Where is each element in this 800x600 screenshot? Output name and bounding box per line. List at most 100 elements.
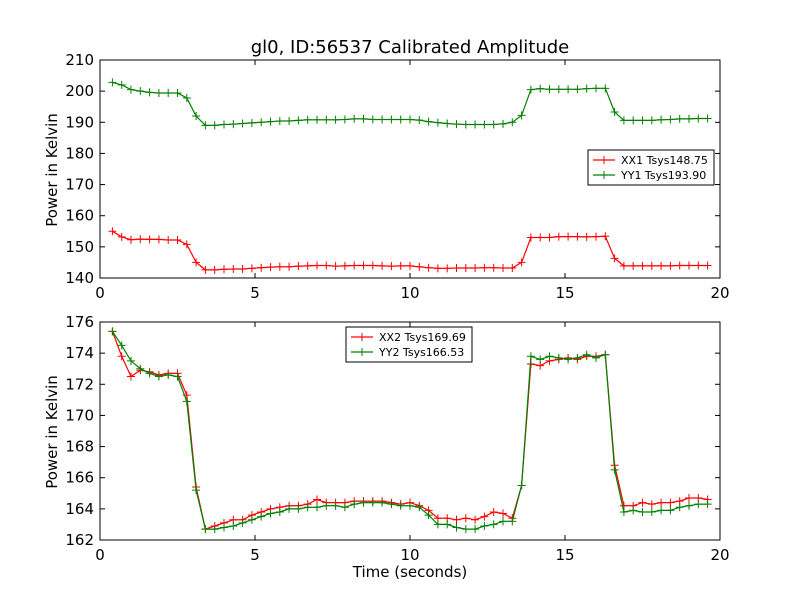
data-point: [517, 481, 526, 490]
data-point: [443, 119, 452, 128]
data-point: [406, 501, 414, 510]
data-point: [294, 116, 303, 125]
data-point: [220, 120, 228, 129]
data-point: [471, 525, 480, 534]
legend: XX1 Tsys148.75 YY1 Tsys193.90: [587, 149, 715, 186]
x-tick-label: 0: [95, 546, 105, 564]
data-point: [489, 520, 498, 529]
x-tick-label: 20: [710, 546, 729, 564]
data-point: [164, 370, 173, 379]
data-point: [703, 114, 712, 123]
y-tick-label: 180: [65, 144, 94, 162]
data-point: [592, 84, 600, 93]
data-point: [508, 118, 517, 127]
data-point: [703, 500, 712, 509]
data-point: [406, 261, 414, 270]
data-point: [136, 87, 145, 96]
y-tick-label: 166: [65, 469, 94, 487]
data-point: [610, 108, 619, 117]
data-point: [573, 353, 582, 362]
data-point: [257, 118, 266, 127]
data-point: [647, 116, 656, 125]
data-point: [285, 117, 294, 126]
data-point: [247, 515, 256, 524]
data-point: [387, 115, 396, 124]
data-point: [117, 341, 126, 350]
data-point: [517, 258, 526, 267]
data-point: [387, 500, 396, 509]
y-tick-label: 200: [65, 82, 94, 100]
data-point: [145, 88, 154, 97]
y-tick-label: 164: [65, 500, 94, 518]
x-tick-label: 0: [95, 284, 105, 302]
legend-marker: [358, 348, 366, 356]
data-point: [666, 261, 675, 270]
data-point: [108, 327, 117, 336]
legend-marker: [358, 333, 366, 341]
data-point: [331, 262, 340, 271]
data-point: [433, 118, 442, 127]
data-point: [396, 501, 405, 510]
data-point: [340, 503, 349, 512]
data-point: [666, 498, 675, 507]
data-point: [322, 115, 331, 124]
x-axis-label: Time (seconds): [352, 563, 468, 581]
data-point: [433, 264, 442, 273]
data-point: [592, 232, 600, 241]
data-point: [238, 119, 247, 128]
legend-label: XX1 Tsys148.75: [621, 154, 708, 167]
data-point: [182, 240, 191, 249]
data-point: [192, 258, 201, 267]
data-point: [387, 262, 396, 271]
data-point: [285, 262, 294, 271]
data-point: [601, 232, 610, 241]
data-point: [350, 261, 359, 270]
y-tick-label: 140: [65, 269, 94, 287]
data-point: [210, 265, 219, 274]
data-point: [136, 235, 145, 244]
data-point: [257, 512, 266, 521]
data-point: [127, 356, 135, 365]
legend: XX2 Tsys169.69 YY2 Tsys166.53: [345, 326, 473, 363]
data-point: [294, 262, 303, 271]
data-point: [554, 85, 563, 94]
y-tick-label: 176: [65, 313, 94, 331]
data-point: [526, 233, 535, 242]
data-point: [508, 264, 517, 273]
data-point: [638, 507, 647, 516]
data-point: [220, 265, 228, 274]
data-point: [415, 116, 424, 125]
legend-marker: [600, 171, 608, 179]
data-point: [573, 232, 582, 241]
data-point: [154, 372, 163, 381]
data-point: [480, 263, 489, 272]
data-point: [545, 85, 554, 94]
data-point: [629, 261, 638, 270]
data-point: [647, 507, 656, 516]
data-point: [452, 523, 461, 532]
data-point: [378, 115, 387, 124]
data-point: [229, 120, 238, 129]
data-point: [564, 85, 573, 94]
data-point: [461, 120, 470, 129]
legend-box: [587, 149, 715, 186]
data-point: [703, 261, 712, 270]
data-point: [452, 120, 461, 129]
data-point: [192, 486, 201, 495]
data-point: [201, 265, 210, 274]
data-point: [313, 115, 321, 124]
data-point: [173, 89, 182, 98]
data-point: [480, 512, 489, 521]
data-point: [145, 369, 154, 378]
data-point: [406, 115, 414, 124]
data-point: [489, 263, 498, 272]
data-point: [275, 507, 284, 516]
data-point: [127, 85, 135, 94]
x-tick-label: 20: [710, 284, 729, 302]
data-point: [694, 500, 703, 509]
data-point: [666, 115, 675, 124]
data-point: [545, 352, 554, 361]
data-point: [154, 89, 163, 98]
data-point: [471, 264, 480, 273]
data-point: [303, 503, 312, 512]
